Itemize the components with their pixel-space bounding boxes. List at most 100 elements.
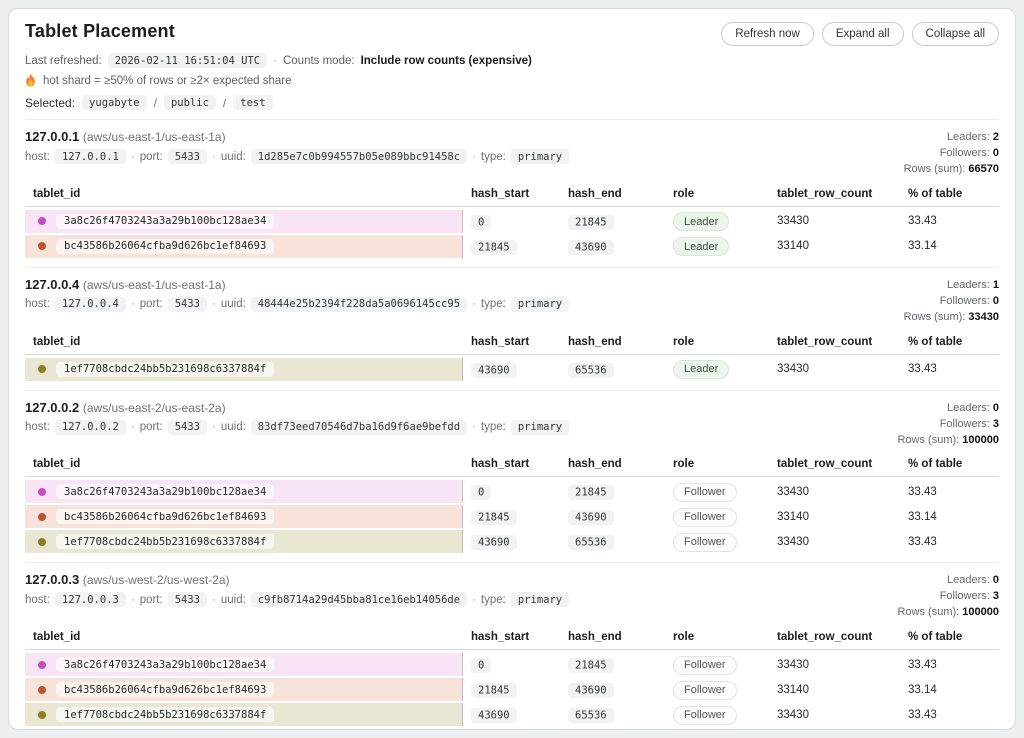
row-count-value: 33430 — [777, 708, 809, 721]
hash-cell: 21845 — [568, 656, 673, 674]
role-badge: Follower — [673, 532, 737, 552]
node-meta: host: 127.0.0.2 · port: 5433 · uuid: 83d… — [25, 419, 570, 435]
uuid-value: 83df73eed70546d7ba16d9f6ae9befdd — [250, 419, 468, 435]
tablet-row: 1ef7708cbdc24bb5b231698c6337884f 43690 655… — [25, 357, 999, 381]
node-header[interactable]: 127.0.0.4 (aws/us-east-1/us-east-1a) hos… — [25, 277, 999, 326]
node-stats: Leaders: 1 Followers: 0 Rows (sum): 3343… — [904, 277, 999, 326]
tablet-id-value: 3a8c26f4703243a3a29b100bc128ae34 — [56, 484, 275, 500]
column-header: % of table — [908, 631, 963, 644]
table-header-row: tablet_id hash_start hash_end role tablet_ro… — [25, 631, 999, 651]
column-header: tablet_id — [33, 335, 81, 348]
table-body: 3a8c26f4703243a3a29b100bc128ae34 0 21845 Fo… — [25, 480, 999, 554]
uuid-value: c9fb8714a29d45bba81ce16eb14056de — [250, 592, 468, 608]
expand-all-button[interactable]: Expand all — [821, 22, 904, 46]
port-value: 5433 — [167, 419, 207, 435]
column-header: tablet_row_count — [777, 458, 873, 471]
row-count-value: 33140 — [777, 683, 809, 696]
page-title: Tablet Placement — [25, 21, 175, 41]
tablet-id-value: bc43586b26064cfba9d626bc1ef84693 — [56, 682, 275, 698]
rows-sum-stat: Rows (sum): 100000 — [897, 606, 999, 619]
counts-mode-label: Counts mode: — [282, 54, 355, 67]
table-header-row: tablet_id hash_start hash_end role tablet_ro… — [25, 458, 999, 478]
row-count-value: 33140 — [777, 240, 809, 253]
separator-dot: · — [472, 421, 476, 434]
role-badge: Leader — [673, 359, 730, 379]
tablet-id-value: 1ef7708cbdc24bb5b231698c6337884f — [56, 534, 275, 550]
row-count-value: 33430 — [777, 485, 809, 498]
path-separator: / — [153, 95, 157, 110]
collapse-all-button[interactable]: Collapse all — [911, 22, 999, 46]
hash-cell: 0 — [471, 483, 568, 501]
hash-cell: 43690 — [568, 508, 673, 526]
selected-breadcrumb: Selected: yugabyte / public / test — [25, 95, 999, 110]
hot-shard-note: hot shard = ≥50% of rows or ≥2× expected… — [43, 74, 292, 87]
nodes-list: 127.0.0.1 (aws/us-east-1/us-east-1a) hos… — [25, 119, 999, 727]
host-label: host: — [25, 150, 50, 163]
table-body: 3a8c26f4703243a3a29b100bc128ae34 0 21845 Fo… — [25, 653, 999, 727]
separator-dot: · — [472, 150, 476, 163]
separator-dot: · — [130, 593, 135, 606]
column-header: tablet_id — [33, 631, 81, 644]
tablet-id-value: 1ef7708cbdc24bb5b231698c6337884f — [56, 707, 275, 723]
role-badge: Leader — [673, 237, 730, 257]
top-bar: Tablet Placement Refresh now Expand all … — [25, 21, 999, 46]
role-badge: Follower — [673, 655, 737, 675]
tablet-id-cell: 3a8c26f4703243a3a29b100bc128ae34 — [25, 209, 463, 233]
tablet-table: tablet_id hash_start hash_end role tablet_ro… — [25, 188, 999, 258]
tablet-color-dot-icon — [38, 685, 46, 694]
hash-value: 21845 — [471, 239, 517, 255]
node-identity: 127.0.0.3 (aws/us-west-2/us-west-2a) hos… — [25, 572, 570, 608]
tablet-color-dot-icon — [38, 487, 46, 496]
tablet-color-dot-icon — [38, 660, 46, 669]
refresh-now-button[interactable]: Refresh now — [721, 22, 814, 46]
pct-of-table-value: 33.14 — [908, 240, 937, 253]
hash-value: 43690 — [471, 362, 517, 378]
uuid-label: uuid: — [220, 150, 246, 163]
tablet-id-cell: 1ef7708cbdc24bb5b231698c6337884f — [25, 357, 463, 381]
uuid-value: 1d285e7c0b994557b05e089bbc91458c — [250, 149, 468, 164]
tablet-id-cell: 1ef7708cbdc24bb5b231698c6337884f — [25, 530, 463, 554]
host-label: host: — [25, 421, 50, 434]
column-header: role — [673, 335, 695, 348]
tablet-id-value: bc43586b26064cfba9d626bc1ef84693 — [56, 238, 275, 254]
column-header: hash_end — [568, 335, 622, 348]
node-stats: Leaders: 0 Followers: 3 Rows (sum): 1000… — [897, 400, 999, 449]
pct-of-table-value: 33.43 — [908, 535, 937, 548]
tablet-id-value: 3a8c26f4703243a3a29b100bc128ae34 — [56, 213, 275, 229]
column-header: % of table — [908, 335, 963, 348]
path-separator: / — [222, 95, 227, 110]
hash-value: 65536 — [568, 708, 614, 724]
hash-cell: 0 — [471, 212, 568, 230]
node-header[interactable]: 127.0.0.3 (aws/us-west-2/us-west-2a) hos… — [25, 572, 999, 621]
tablet-row: 3a8c26f4703243a3a29b100bc128ae34 0 21845 Le… — [25, 209, 999, 233]
node-section: 127.0.0.2 (aws/us-east-2/us-east-2a) hos… — [25, 389, 999, 554]
column-header: hash_start — [471, 631, 530, 644]
tablet-placement-panel: Tablet Placement Refresh now Expand all … — [8, 8, 1016, 730]
role-badge: Leader — [673, 212, 730, 232]
counts-mode-value: Include row counts (expensive) — [360, 54, 532, 67]
node-stats: Leaders: 2 Followers: 0 Rows (sum): 6657… — [904, 129, 999, 178]
selected-path-chip: public — [163, 95, 216, 110]
node-header[interactable]: 127.0.0.1 (aws/us-east-1/us-east-1a) hos… — [25, 129, 999, 178]
table-body: 3a8c26f4703243a3a29b100bc128ae34 0 21845 Le… — [25, 209, 999, 258]
column-header: hash_start — [471, 335, 530, 348]
node-zone: (aws/us-east-1/us-east-1a) — [82, 277, 226, 292]
role-badge: Follower — [673, 482, 737, 502]
table-body: 1ef7708cbdc24bb5b231698c6337884f 43690 655… — [25, 357, 999, 381]
hash-cell: 65536 — [568, 533, 673, 551]
row-count-value: 33430 — [777, 535, 809, 548]
hash-cell: 43690 — [568, 237, 673, 255]
hash-value: 21845 — [568, 658, 614, 674]
column-header: % of table — [908, 458, 963, 471]
node-header[interactable]: 127.0.0.2 (aws/us-east-2/us-east-2a) hos… — [25, 400, 999, 449]
host-value: 127.0.0.2 — [54, 419, 126, 435]
rows-sum-stat: Rows (sum): 66570 — [903, 162, 999, 175]
selected-path-chip: test — [233, 95, 273, 110]
hash-cell: 43690 — [471, 360, 568, 378]
node-name: 127.0.0.2 — [25, 399, 80, 415]
column-header: hash_end — [568, 187, 622, 200]
rows-sum-stat: Rows (sum): 33430 — [903, 310, 999, 323]
column-header: hash_end — [568, 458, 622, 471]
hash-value: 65536 — [568, 362, 614, 378]
hash-cell: 65536 — [568, 360, 673, 378]
